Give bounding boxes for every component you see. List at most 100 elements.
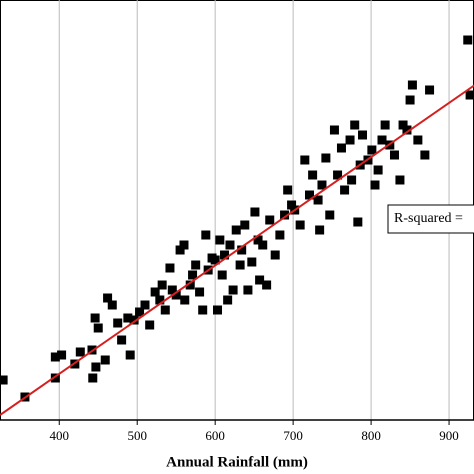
point [253,235,263,245]
point [305,190,315,200]
x-tick-label: 500 [127,428,147,443]
point [300,155,310,165]
point [100,355,110,365]
point [180,295,190,305]
point [223,295,233,305]
point [275,230,285,240]
point [103,293,113,303]
point [117,335,127,345]
point [262,280,272,290]
point [213,305,223,315]
point [237,245,247,255]
point [135,307,145,317]
point [225,240,235,250]
point [165,263,175,273]
point [90,313,100,323]
point [235,260,245,270]
x-tick-label: 900 [439,428,459,443]
point [280,210,290,220]
point [50,373,60,383]
point [93,323,103,333]
point [420,150,430,160]
point [295,220,305,230]
point [258,240,268,250]
point [157,280,167,290]
point [150,287,160,297]
point [402,125,412,135]
point [231,225,241,235]
x-tick-label: 800 [361,428,381,443]
point [373,165,383,175]
x-tick-label: 400 [50,428,70,443]
point [315,225,325,235]
point [370,180,380,190]
point [313,195,323,205]
point [333,170,343,180]
point [247,257,257,267]
point [57,350,67,360]
point [347,175,357,185]
point [255,275,265,285]
point [398,120,408,130]
point [308,170,318,180]
point [140,300,150,310]
point [171,290,181,300]
point [389,150,399,160]
point [329,125,339,135]
point [325,210,335,220]
point [243,285,253,295]
point [198,305,208,315]
point [425,85,435,95]
point [317,180,327,190]
point [240,220,250,230]
point [201,230,211,240]
point [321,153,331,163]
point [377,135,387,145]
point [210,255,220,265]
point [179,240,189,250]
point [380,120,390,130]
point [405,95,415,105]
point [287,200,297,210]
x-tick-label: 700 [283,428,303,443]
point [125,350,135,360]
point [160,305,170,315]
point [463,35,473,45]
point [75,347,85,357]
point [129,315,139,325]
point [167,285,177,295]
fit-line [0,84,474,416]
point [220,250,230,260]
point [123,313,133,323]
point [215,235,225,245]
point [217,270,227,280]
point [88,373,98,383]
point [465,90,474,100]
point [345,135,355,145]
point [350,120,360,130]
point [50,352,60,362]
point [250,207,260,217]
point [353,217,363,227]
point [265,215,275,225]
point [91,362,101,372]
annotation: R-squared = [387,204,474,234]
point [155,295,165,305]
annotation-box [387,204,474,234]
point [228,285,238,295]
point [367,145,377,155]
point [358,130,368,140]
point [191,260,201,270]
point [107,300,117,310]
point [336,143,346,153]
x-axis-label: Annual Rainfall (mm) [166,454,308,470]
point [395,175,405,185]
point [283,185,293,195]
point [340,185,350,195]
point [270,250,280,260]
point [175,245,185,255]
annotation-text: R-squared = [394,211,463,226]
point [185,280,195,290]
point [407,80,417,90]
